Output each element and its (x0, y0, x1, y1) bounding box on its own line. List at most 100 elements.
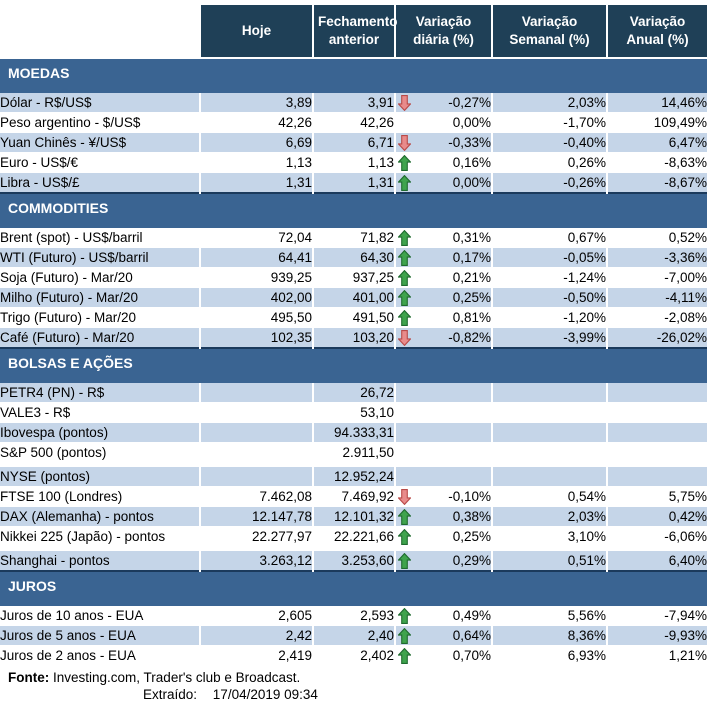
table-row: Juros de 10 anos - EUA 2,605 2,593 0,49% 5,5… (0, 606, 707, 626)
variacao-diaria-cell: 0,00% (394, 112, 492, 133)
table-row: S&P 500 (pontos) 2.911,50 (0, 442, 707, 463)
variacao-diaria-value: 0,25% (452, 529, 491, 544)
row-label: Milho (Futuro) - Mar/20 (0, 287, 200, 308)
variacao-semanal-value: 5,56% (491, 606, 607, 626)
variacao-diaria-cell: 0,64% (394, 625, 492, 646)
fechamento-anterior-value: 401,00 (312, 287, 395, 308)
variacao-diaria-cell: 0,21% (394, 267, 492, 288)
footer: Fonte: Investing.com, Trader's club e Br… (0, 669, 707, 703)
row-label: Yuan Chinês - ¥/US$ (0, 132, 200, 153)
hoje-value: 22.277,97 (199, 526, 313, 547)
variacao-semanal-value (491, 422, 607, 443)
variacao-diaria-cell: 0,25% (394, 526, 492, 547)
table-row: Peso argentino - $/US$ 42,26 42,26 0,00% -1,… (0, 112, 707, 133)
col-header-fechamento-anterior: Fechamento anterior (312, 5, 398, 59)
arrow-down-icon (398, 488, 411, 505)
section-title: BOLSAS E AÇÕES (0, 347, 707, 383)
variacao-anual-value: -9,93% (606, 625, 707, 646)
variacao-diaria-cell: 0,17% (394, 247, 492, 268)
fechamento-anterior-value: 42,26 (312, 112, 395, 133)
table-row: Ibovespa (pontos) 94.333,31 (0, 422, 707, 443)
col-header-variacao-diaria: Variação diária (%) (394, 5, 492, 59)
variacao-semanal-value (491, 383, 607, 403)
arrow-up-icon (398, 174, 411, 191)
row-label: VALE3 - R$ (0, 402, 200, 423)
row-label: FTSE 100 (Londres) (0, 486, 200, 507)
table-row: NYSE (pontos) 12.952,24 (0, 467, 707, 487)
col-header-variacao-semanal: Variação Semanal (%) (491, 5, 607, 59)
variacao-anual-value: 6,47% (606, 132, 707, 153)
variacao-diaria-value: 0,38% (452, 509, 491, 524)
row-label: Soja (Futuro) - Mar/20 (0, 267, 200, 288)
variacao-semanal-value: -1,24% (491, 267, 607, 288)
fechamento-anterior-value: 2.911,50 (312, 442, 395, 463)
fechamento-anterior-value: 94.333,31 (312, 422, 395, 443)
variacao-diaria-value: 0,17% (452, 250, 491, 265)
variacao-diaria-value: 0,21% (452, 270, 491, 285)
variacao-diaria-cell: 0,16% (394, 152, 492, 173)
variacao-diaria-cell: 0,70% (394, 645, 492, 666)
section-title: COMMODITIES (0, 192, 707, 228)
arrow-up-icon (398, 154, 411, 171)
arrow-up-icon (398, 289, 411, 306)
variacao-diaria-cell (394, 422, 492, 443)
variacao-semanal-value: 6,93% (491, 645, 607, 666)
row-label: Dólar - R$/US$ (0, 93, 200, 113)
table-row: Café (Futuro) - Mar/20 102,35 103,20 -0,82%… (0, 327, 707, 349)
variacao-diaria-cell: -0,82% (394, 327, 492, 349)
source-text: Investing.com, Trader's club e Broadcast… (53, 670, 301, 685)
variacao-diaria-value: -0,27% (448, 95, 491, 110)
arrow-up-icon (398, 249, 411, 266)
variacao-anual-value: -8,63% (606, 152, 707, 173)
variacao-diaria-cell: 0,38% (394, 506, 492, 527)
hoje-value: 3.263,12 (199, 551, 313, 572)
variacao-diaria-value: 0,81% (452, 310, 491, 325)
hoje-value: 7.462,08 (199, 486, 313, 507)
arrow-up-icon (398, 269, 411, 286)
variacao-anual-value: 5,75% (606, 486, 707, 507)
extracted-label: Extraído: (143, 687, 198, 702)
hoje-value: 3,89 (199, 93, 313, 113)
variacao-semanal-value: 0,67% (491, 228, 607, 248)
row-label: PETR4 (PN) - R$ (0, 383, 200, 403)
hoje-value (199, 402, 313, 423)
arrow-up-icon (398, 528, 411, 545)
header-row: Hoje Fechamento anterior Variação diária… (0, 5, 707, 59)
variacao-diaria-value: 0,31% (452, 230, 491, 245)
variacao-anual-value (606, 402, 707, 423)
variacao-diaria-cell (394, 442, 492, 463)
hoje-value: 2,419 (199, 645, 313, 666)
fechamento-anterior-value: 26,72 (312, 383, 395, 403)
arrow-down-icon (398, 94, 411, 111)
fechamento-anterior-value: 937,25 (312, 267, 395, 288)
table-row: DAX (Alemanha) - pontos 12.147,78 12.101,3… (0, 506, 707, 527)
fechamento-anterior-value: 3,91 (312, 93, 395, 113)
fechamento-anterior-value: 22.221,66 (312, 526, 395, 547)
hoje-value (199, 422, 313, 443)
variacao-diaria-cell: -0,33% (394, 132, 492, 153)
variacao-diaria-cell (394, 467, 492, 487)
variacao-diaria-cell: 0,29% (394, 551, 492, 572)
variacao-anual-value: -8,67% (606, 172, 707, 194)
variacao-semanal-value (491, 467, 607, 487)
variacao-anual-value: -3,36% (606, 247, 707, 268)
hoje-value: 1,31 (199, 172, 313, 194)
table-row: Milho (Futuro) - Mar/20 402,00 401,00 0,25%… (0, 287, 707, 308)
table-row: Juros de 5 anos - EUA 2,42 2,40 0,64% 8,36% -… (0, 625, 707, 646)
fechamento-anterior-value: 64,30 (312, 247, 395, 268)
fechamento-anterior-value: 103,20 (312, 327, 395, 349)
arrow-down-icon (398, 329, 411, 346)
hoje-value: 64,41 (199, 247, 313, 268)
table-row: Brent (spot) - US$/barril 72,04 71,82 0,31%… (0, 228, 707, 248)
variacao-anual-value: -26,02% (606, 327, 707, 349)
variacao-diaria-cell: -0,10% (394, 486, 492, 507)
section-title: JUROS (0, 570, 707, 606)
variacao-semanal-value: -1,70% (491, 112, 607, 133)
variacao-anual-value: 14,46% (606, 93, 707, 113)
variacao-diaria-cell: -0,27% (394, 93, 492, 113)
fechamento-anterior-value: 1,31 (312, 172, 395, 194)
variacao-semanal-value: -3,99% (491, 327, 607, 349)
hoje-value: 12.147,78 (199, 506, 313, 527)
hoje-value: 2,605 (199, 606, 313, 626)
fechamento-anterior-value: 12.101,32 (312, 506, 395, 527)
